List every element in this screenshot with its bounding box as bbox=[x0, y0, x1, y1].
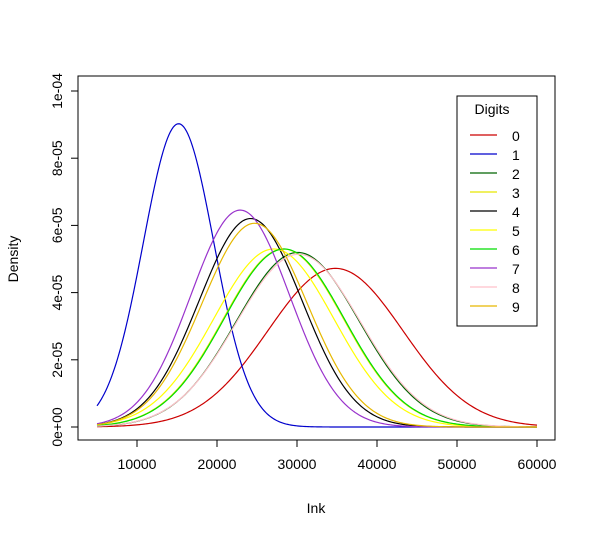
y-axis: 0e+00 2e-05 4e-05 6e-05 8e-05 1e-04 bbox=[49, 73, 79, 447]
legend-label-7: 7 bbox=[512, 261, 520, 277]
y-tick-label: 4e-05 bbox=[49, 274, 65, 310]
y-tick-label: 8e-05 bbox=[49, 140, 65, 176]
x-axis-title: Ink bbox=[307, 500, 327, 516]
legend: Digits 0 1 2 3 4 5 6 7 8 9 bbox=[456, 95, 538, 327]
x-tick-label: 10000 bbox=[118, 456, 157, 472]
density-curves bbox=[96, 123, 538, 428]
y-axis-title: Density bbox=[5, 236, 21, 283]
legend-label-9: 9 bbox=[512, 299, 520, 315]
legend-label-8: 8 bbox=[512, 280, 520, 296]
legend-label-3: 3 bbox=[512, 185, 520, 201]
x-tick-label: 50000 bbox=[438, 456, 477, 472]
density-curve-5 bbox=[96, 248, 537, 428]
density-curve-8 bbox=[96, 253, 538, 428]
y-tick-label: 0e+00 bbox=[49, 407, 65, 447]
x-tick-label: 20000 bbox=[198, 456, 237, 472]
density-curve-9 bbox=[96, 222, 537, 428]
y-tick-label: 1e-04 bbox=[49, 73, 65, 109]
legend-items: 0 1 2 3 4 5 6 7 8 9 bbox=[470, 128, 520, 315]
legend-label-2: 2 bbox=[512, 166, 520, 182]
legend-label-0: 0 bbox=[512, 128, 520, 144]
legend-label-5: 5 bbox=[512, 223, 520, 239]
legend-label-4: 4 bbox=[512, 204, 520, 220]
legend-title: Digits bbox=[474, 101, 509, 117]
density-curve-6 bbox=[96, 248, 537, 428]
legend-label-1: 1 bbox=[512, 147, 520, 163]
x-tick-label: 40000 bbox=[358, 456, 397, 472]
x-tick-label: 30000 bbox=[278, 456, 317, 472]
y-tick-label: 2e-05 bbox=[49, 342, 65, 378]
x-tick-label: 60000 bbox=[518, 456, 557, 472]
legend-label-6: 6 bbox=[512, 242, 520, 258]
x-axis: 10000 20000 30000 40000 50000 60000 bbox=[118, 439, 557, 472]
y-tick-label: 6e-05 bbox=[49, 207, 65, 243]
